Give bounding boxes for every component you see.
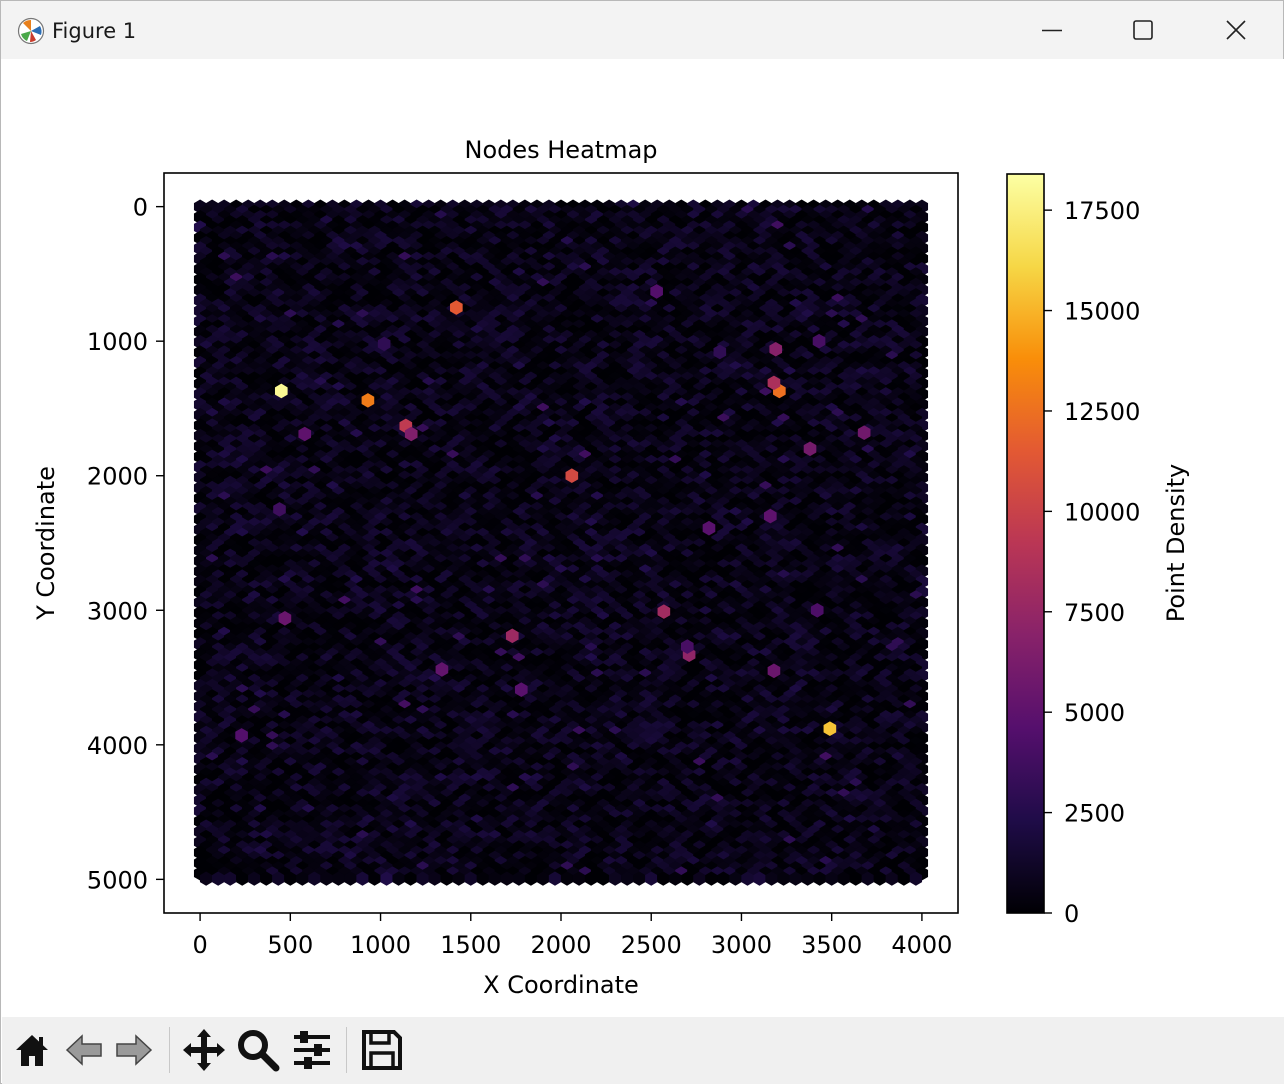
close-button[interactable] xyxy=(1206,7,1266,53)
chart-title: Nodes Heatmap xyxy=(464,136,657,164)
figure-canvas[interactable]: Nodes Heatmap 0 500 1000 1500 2000 2500 3000 35… xyxy=(2,59,1284,1017)
hexbin-cells xyxy=(193,199,929,886)
minimize-icon xyxy=(1042,29,1062,32)
window-title: Figure 1 xyxy=(52,19,137,43)
matplotlib-logo-icon xyxy=(17,17,45,45)
maximize-icon xyxy=(1133,20,1153,40)
close-icon xyxy=(1226,20,1246,40)
maximize-button[interactable] xyxy=(1113,7,1173,53)
title-bar[interactable]: Figure 1 xyxy=(1,1,1283,59)
minimize-button[interactable] xyxy=(1022,7,1082,53)
hexbin-chart[interactable]: Nodes Heatmap 0 500 1000 1500 2000 2500 3000 35… xyxy=(2,59,1284,1017)
